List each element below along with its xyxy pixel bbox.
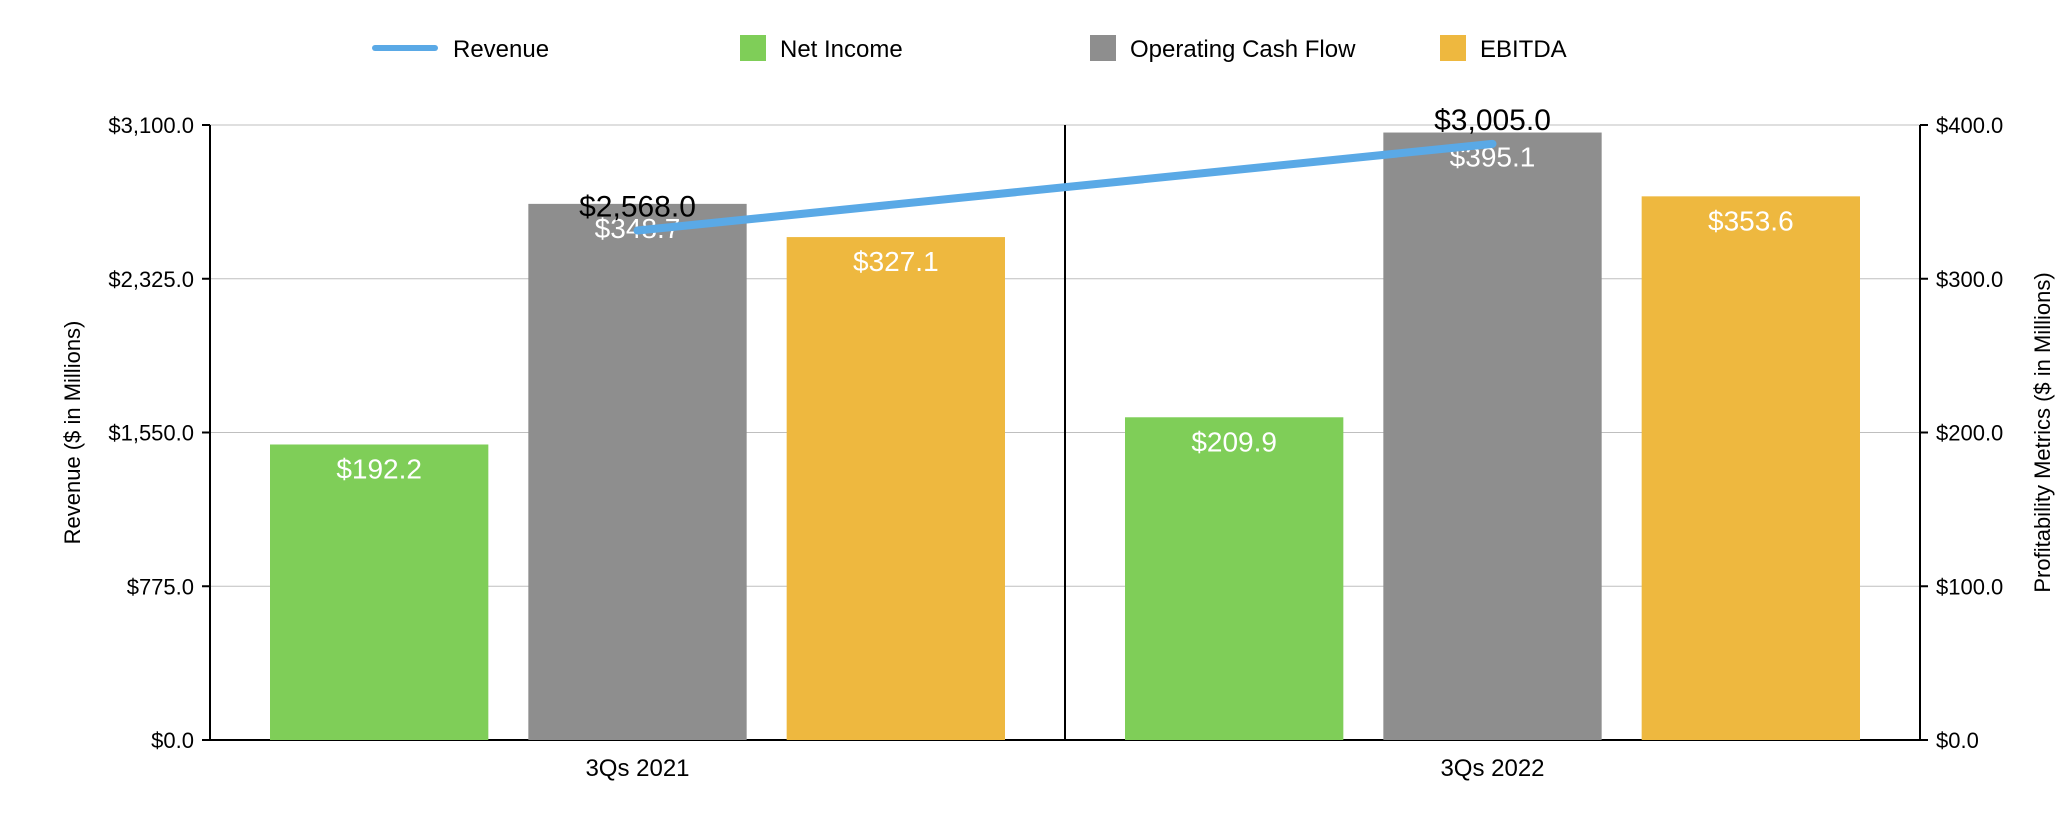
tick-label-right: $300.0	[1936, 267, 2003, 292]
tick-label-left: $0.0	[151, 728, 194, 753]
bar	[528, 204, 746, 740]
tick-label-right: $400.0	[1936, 113, 2003, 138]
axis-label-left: Revenue ($ in Millions)	[60, 321, 85, 545]
legend-item: Net Income	[740, 35, 903, 63]
line-value-label: $3,005.0	[1434, 104, 1551, 137]
bar	[270, 444, 488, 740]
axis-label-right: Profitability Metrics ($ in Millions)	[2030, 272, 2055, 592]
tick-label-right: $200.0	[1936, 421, 2003, 446]
tick-label-right: $0.0	[1936, 728, 1979, 753]
bar	[1125, 417, 1343, 740]
tick-label-right: $100.0	[1936, 574, 2003, 599]
bar-value-label: $353.6	[1708, 205, 1794, 236]
bar	[787, 237, 1005, 740]
bar-value-label: $192.2	[336, 453, 422, 484]
tick-label-left: $775.0	[127, 574, 194, 599]
category-label: 3Qs 2021	[585, 755, 689, 782]
bar-value-label: $209.9	[1191, 426, 1277, 457]
legend-label: EBITDA	[1480, 36, 1567, 63]
bar	[1642, 196, 1860, 740]
legend-swatch-box	[740, 35, 766, 61]
legend-item: EBITDA	[1440, 35, 1567, 63]
bar-value-label: $327.1	[853, 246, 939, 277]
combo-chart: $0.0 $775.0 $1,550.0 $2,325.0 $3,100.0 $0.0 $1…	[0, 0, 2068, 834]
chart-container: $0.0 $775.0 $1,550.0 $2,325.0 $3,100.0 $0.0 $1…	[0, 0, 2068, 834]
tick-label-left: $3,100.0	[108, 113, 194, 138]
tick-label-left: $1,550.0	[108, 421, 194, 446]
legend-label: Net Income	[780, 36, 903, 63]
legend-item: Operating Cash Flow	[1090, 35, 1356, 63]
legend-swatch-box	[1440, 35, 1466, 61]
category-label: 3Qs 2022	[1440, 755, 1544, 782]
tick-label-left: $2,325.0	[108, 267, 194, 292]
legend-swatch-box	[1090, 35, 1116, 61]
bar	[1383, 133, 1601, 740]
line-value-label: $2,568.0	[579, 191, 696, 224]
legend-label: Revenue	[453, 36, 549, 63]
legend-label: Operating Cash Flow	[1130, 36, 1356, 63]
